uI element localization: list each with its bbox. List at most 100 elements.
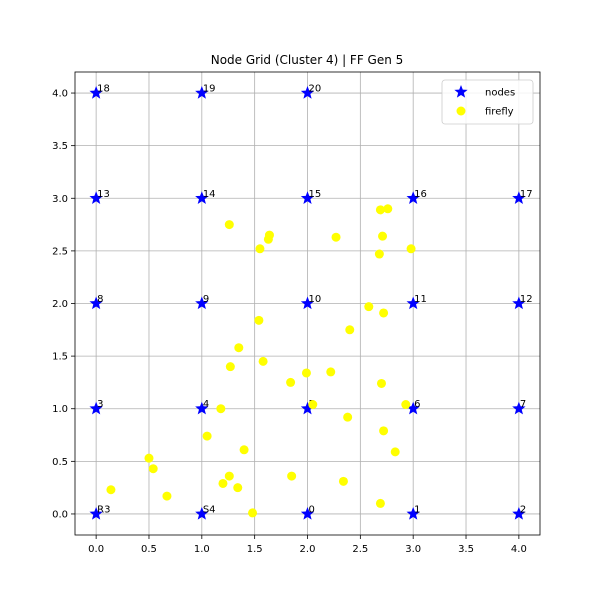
node-star-marker xyxy=(512,191,526,204)
y-tick-label: 1.5 xyxy=(52,352,68,363)
firefly-point xyxy=(301,368,311,378)
axes: 0.0 0.5 1.0 1.5 2.0 2.5 3.0 3.5 4.0 0.0 0.5 1.0 1.5 2… xyxy=(52,71,541,555)
firefly-point xyxy=(379,308,389,318)
node-label: 20 xyxy=(309,84,322,95)
firefly-point xyxy=(234,343,244,353)
firefly-point xyxy=(258,356,268,366)
node-star-marker xyxy=(195,296,209,310)
firefly-point xyxy=(225,362,235,372)
firefly-point xyxy=(202,431,212,441)
node-star-marker xyxy=(512,401,526,415)
node-label: 0 xyxy=(309,504,315,515)
x-tick-label: 2.5 xyxy=(352,544,368,555)
firefly-point xyxy=(233,483,243,493)
node-label: 8 xyxy=(97,294,103,305)
firefly-point xyxy=(106,485,116,495)
node-label: 2 xyxy=(520,504,526,515)
y-tick-label: 2.0 xyxy=(52,299,68,310)
legend-star-icon xyxy=(454,85,468,98)
node-label: 16 xyxy=(414,189,427,200)
firefly-point xyxy=(248,508,258,518)
node-star-marker xyxy=(89,506,103,520)
node-label: 1 xyxy=(414,504,420,515)
node-label: 19 xyxy=(203,84,216,95)
x-tick-label: 2.0 xyxy=(300,544,316,555)
node-star-marker xyxy=(300,86,315,99)
node-label: 13 xyxy=(97,189,110,200)
node-star-marker xyxy=(300,191,315,204)
y-tick-label: 2.5 xyxy=(52,246,68,257)
firefly-point xyxy=(364,302,374,312)
firefly-point xyxy=(264,230,274,240)
firefly-point xyxy=(239,445,249,455)
node-star-marker xyxy=(195,506,209,520)
node-label: 10 xyxy=(309,294,322,305)
node-star-marker xyxy=(300,296,315,310)
firefly-point xyxy=(375,205,385,215)
y-tick-label: 1.0 xyxy=(52,404,68,415)
node-label: 11 xyxy=(414,294,427,305)
firefly-point xyxy=(144,453,154,463)
node-star-marker xyxy=(195,86,209,99)
firefly-point xyxy=(218,478,228,488)
firefly-point xyxy=(406,244,416,254)
firefly-point xyxy=(216,404,226,414)
node-label: 6 xyxy=(414,399,420,410)
firefly-point xyxy=(255,244,265,254)
firefly-point xyxy=(224,220,234,230)
legend-label: firefly xyxy=(485,107,514,118)
firefly-point xyxy=(379,426,389,436)
chart-title: Node Grid (Cluster 4) | FF Gen 5 xyxy=(211,53,404,67)
firefly-point xyxy=(148,464,158,474)
y-tick-label: 3.5 xyxy=(52,141,68,152)
y-tick-label: 0.5 xyxy=(52,457,68,468)
node-star-marker xyxy=(89,191,103,204)
node-label: S4 xyxy=(203,504,216,515)
firefly-point xyxy=(331,232,341,242)
node-star-marker xyxy=(512,296,526,310)
x-tick-label: 0.5 xyxy=(141,544,157,555)
firefly-point xyxy=(401,400,411,410)
node-label: 9 xyxy=(203,294,209,305)
firefly-point xyxy=(345,325,355,335)
data-points: 01234567891011121314151617181920R3S4 xyxy=(89,84,533,520)
legend-label: nodes xyxy=(485,88,515,99)
node-star-marker xyxy=(406,401,420,415)
firefly-point xyxy=(343,412,353,422)
firefly-point xyxy=(390,447,400,457)
node-star-marker xyxy=(300,401,315,415)
x-tick-label: 3.5 xyxy=(458,544,474,555)
x-tick-label: 1.5 xyxy=(247,544,263,555)
node-star-marker xyxy=(406,191,420,204)
y-tick-label: 0.0 xyxy=(52,509,68,520)
node-label: 12 xyxy=(520,294,533,305)
firefly-point xyxy=(326,367,336,377)
node-star-marker xyxy=(512,506,526,520)
node-star-marker xyxy=(406,296,420,310)
node-star-marker xyxy=(89,401,103,415)
node-label: 15 xyxy=(309,189,322,200)
x-tick-label: 4.0 xyxy=(511,544,527,555)
node-star-marker xyxy=(300,506,315,520)
firefly-point xyxy=(376,378,386,388)
y-tick-label: 3.0 xyxy=(52,194,68,205)
node-label: 7 xyxy=(520,399,526,410)
firefly-point xyxy=(308,400,318,410)
firefly-point xyxy=(375,498,385,508)
node-label: 14 xyxy=(203,189,216,200)
node-star-marker xyxy=(195,401,209,415)
firefly-point xyxy=(286,377,296,387)
firefly-point xyxy=(338,476,348,486)
firefly-point xyxy=(378,231,388,241)
node-label: 18 xyxy=(97,84,110,95)
node-star-marker xyxy=(406,506,420,520)
node-label: 17 xyxy=(520,189,533,200)
node-label: R3 xyxy=(97,504,110,515)
firefly-point xyxy=(383,204,393,214)
firefly-point xyxy=(374,249,384,259)
firefly-point xyxy=(254,315,264,325)
legend-circle-icon xyxy=(456,106,466,116)
node-label: 3 xyxy=(97,399,103,410)
node-star-marker xyxy=(89,296,103,310)
